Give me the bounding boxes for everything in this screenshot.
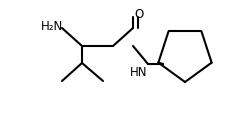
Text: H₂N: H₂N <box>41 20 63 33</box>
Text: O: O <box>134 8 144 21</box>
Text: HN: HN <box>130 66 148 79</box>
